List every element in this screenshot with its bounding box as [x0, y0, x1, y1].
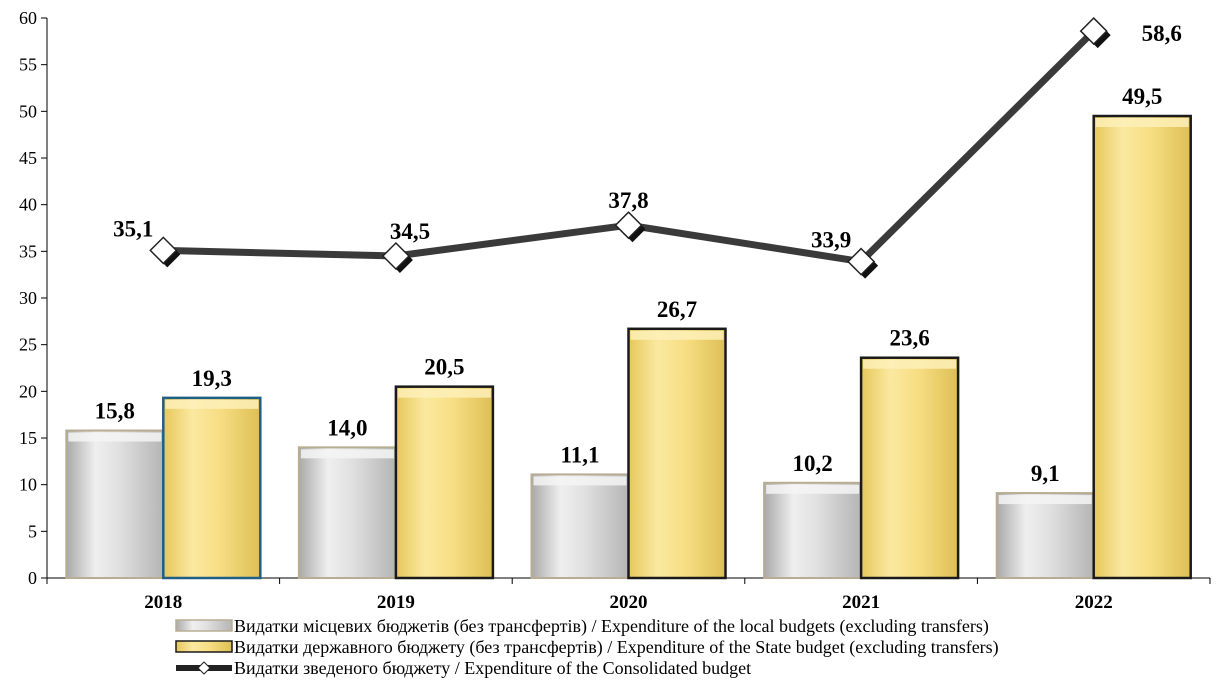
line-marker: [614, 211, 643, 240]
y-tick-label: 35: [19, 241, 37, 261]
y-tick-label: 45: [19, 148, 37, 168]
x-axis: 2018 2019 2020 2021 2022: [46, 577, 1211, 613]
bar-highlight: [165, 399, 259, 409]
y-tick-label: 50: [19, 101, 37, 121]
data-label-state: 20,5: [424, 355, 464, 380]
bar-state-budget: [394, 385, 495, 580]
x-tick-label: 2021: [842, 592, 880, 613]
line-series: [149, 17, 1111, 279]
data-label-state: 23,6: [889, 326, 929, 351]
data-label-local: 15,8: [95, 399, 135, 424]
bar-local-budget: [65, 429, 165, 579]
bar-local-budget: [530, 473, 630, 579]
data-label-local: 9,1: [1031, 461, 1060, 486]
bar-state-budget: [162, 396, 262, 580]
bar-highlight: [1095, 118, 1189, 127]
line-marker: [149, 236, 178, 265]
bar-highlight: [998, 495, 1092, 505]
bar-local-budget: [297, 446, 397, 580]
data-label-state: 26,7: [657, 297, 697, 322]
y-tick-label: 5: [28, 521, 37, 541]
y-axis: 0 5 10 15 20 25 30 35 40 45 50 55 60: [19, 8, 48, 588]
bar-highlight: [300, 449, 394, 459]
x-tick-label: 2019: [377, 592, 415, 613]
bar-local-budget: [763, 481, 863, 579]
data-label-consolidated: 58,6: [1142, 21, 1182, 46]
legend-label: Видатки державного бюджету (без трансфер…: [234, 637, 999, 658]
legend: Видатки місцевих бюджетів (без трансферт…: [175, 616, 999, 678]
bar-highlight: [68, 432, 162, 442]
data-label-consolidated: 35,1: [113, 216, 153, 241]
y-tick-label: 10: [19, 475, 37, 495]
bar-highlight: [766, 484, 860, 494]
x-tick-label: 2018: [144, 592, 182, 613]
data-label-local: 14,0: [327, 415, 367, 440]
legend-label: Видатки зведеного бюджету / Expenditure …: [234, 658, 751, 678]
legend-swatch-local: [175, 619, 233, 632]
data-label-consolidated: 34,5: [390, 219, 430, 244]
data-label-state: 19,3: [192, 366, 232, 391]
x-tick-label: 2022: [1075, 592, 1113, 613]
y-tick-label: 0: [28, 568, 37, 588]
line-marker: [1079, 17, 1108, 46]
y-tick-label: 40: [19, 195, 37, 215]
y-tick-label: 55: [19, 55, 37, 75]
legend-label: Видатки місцевих бюджетів (без трансферт…: [234, 616, 989, 637]
bar-state-budget: [1092, 114, 1192, 580]
y-tick-label: 15: [19, 428, 37, 448]
bar-highlight: [630, 330, 724, 340]
y-tick-label: 20: [19, 381, 37, 401]
line-marker: [381, 241, 410, 271]
legend-swatch-state: [175, 640, 233, 653]
legend-marker-icon: [197, 661, 211, 675]
data-label-state: 49,5: [1122, 84, 1162, 109]
bars: [65, 114, 1192, 580]
data-labels: 15,8 19,3 14,0 20,5 11,1 26,7 10,2 23,6 9,1 49,5 3…: [95, 21, 1182, 486]
bar-highlight: [397, 388, 491, 398]
data-label-local: 11,1: [561, 442, 600, 467]
data-label-consolidated: 33,9: [811, 228, 851, 253]
bar-local-budget: [995, 492, 1095, 580]
line-marker: [847, 247, 876, 276]
bar-state-budget: [859, 356, 960, 580]
bar-state-budget: [627, 327, 727, 580]
bar-highlight: [863, 359, 957, 369]
y-tick-label: 25: [19, 335, 37, 355]
y-tick-label: 60: [19, 8, 37, 28]
data-label-consolidated: 37,8: [608, 188, 648, 213]
x-tick-label: 2020: [610, 592, 648, 613]
data-label-local: 10,2: [792, 451, 832, 476]
y-tick-label: 30: [19, 288, 37, 308]
bar-highlight: [533, 476, 627, 486]
